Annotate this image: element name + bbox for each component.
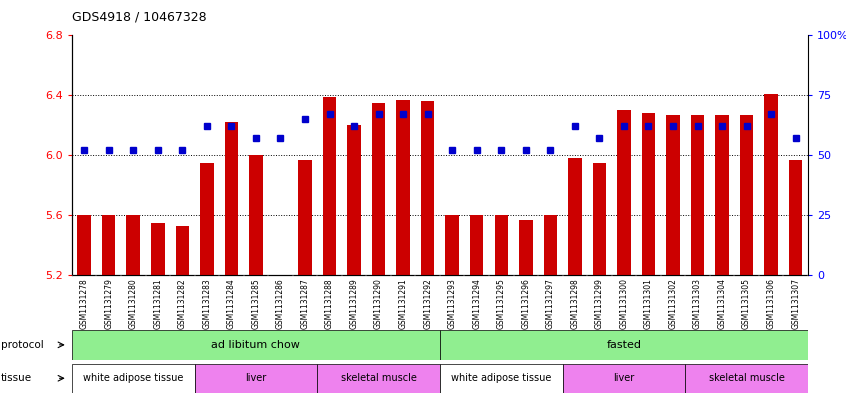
- Bar: [176, 226, 189, 275]
- Bar: [72, 364, 195, 393]
- Bar: [397, 100, 409, 275]
- Text: tissue: tissue: [1, 373, 32, 383]
- Bar: [250, 155, 262, 275]
- Bar: [519, 220, 532, 275]
- Bar: [317, 364, 440, 393]
- Bar: [765, 94, 777, 275]
- Text: skeletal muscle: skeletal muscle: [341, 373, 416, 383]
- Text: ad libitum chow: ad libitum chow: [212, 340, 300, 350]
- Text: GDS4918 / 10467328: GDS4918 / 10467328: [72, 11, 206, 24]
- Text: liver: liver: [613, 373, 634, 383]
- Bar: [440, 330, 808, 360]
- Bar: [618, 110, 630, 275]
- Text: fasted: fasted: [607, 340, 641, 350]
- Bar: [127, 215, 140, 275]
- Bar: [421, 101, 434, 275]
- Bar: [372, 103, 385, 275]
- Bar: [323, 97, 336, 275]
- Bar: [348, 125, 360, 275]
- Bar: [642, 113, 655, 275]
- Bar: [151, 223, 164, 275]
- Bar: [667, 115, 679, 275]
- Bar: [225, 122, 238, 275]
- Bar: [201, 163, 213, 275]
- Text: white adipose tissue: white adipose tissue: [83, 373, 184, 383]
- Bar: [195, 364, 317, 393]
- Bar: [789, 160, 802, 275]
- Bar: [569, 158, 581, 275]
- Bar: [440, 364, 563, 393]
- Bar: [691, 115, 704, 275]
- Bar: [544, 215, 557, 275]
- Bar: [716, 115, 728, 275]
- Bar: [685, 364, 808, 393]
- Bar: [495, 215, 508, 275]
- Bar: [299, 160, 311, 275]
- Bar: [563, 364, 685, 393]
- Bar: [446, 215, 459, 275]
- Bar: [72, 330, 440, 360]
- Bar: [470, 215, 483, 275]
- Text: protocol: protocol: [1, 340, 44, 350]
- Text: white adipose tissue: white adipose tissue: [451, 373, 552, 383]
- Text: liver: liver: [245, 373, 266, 383]
- Bar: [740, 115, 753, 275]
- Bar: [78, 215, 91, 275]
- Bar: [102, 215, 115, 275]
- Bar: [593, 163, 606, 275]
- Text: skeletal muscle: skeletal muscle: [709, 373, 784, 383]
